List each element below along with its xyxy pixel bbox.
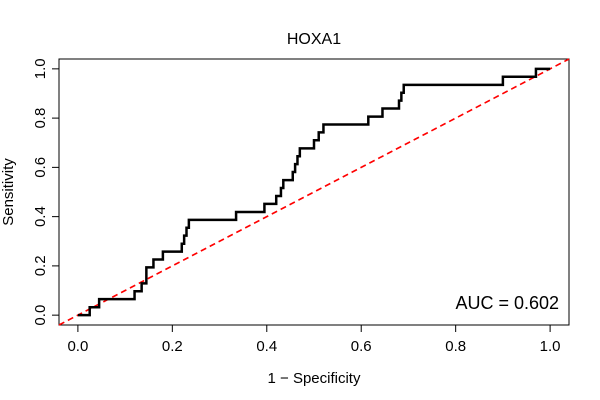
- y-tick-label: 0.6: [32, 157, 49, 178]
- y-tick-label: 0.2: [32, 255, 49, 276]
- y-tick-label: 1.0: [32, 58, 49, 79]
- chart-title: HOXA1: [287, 31, 341, 48]
- x-tick-label: 0.8: [445, 338, 466, 355]
- x-tick-label: 0.0: [67, 338, 88, 355]
- plot-frame: [58, 58, 570, 326]
- y-axis-title: Sensitivity: [0, 158, 17, 226]
- y-tick-label: 0.8: [32, 108, 49, 129]
- x-axis: 0.0 0.2 0.4 0.6 0.8 1.0: [67, 324, 561, 355]
- reference-diagonal-line: [58, 58, 570, 326]
- x-axis-title: 1 − Specificity: [268, 370, 361, 387]
- series-layer: [58, 58, 570, 326]
- y-tick-label: 0.4: [32, 206, 49, 227]
- y-axis: 0.0 0.2 0.4 0.6 0.8 1.0: [32, 58, 60, 326]
- x-tick-label: 0.4: [256, 338, 277, 355]
- x-tick-label: 1.0: [540, 338, 561, 355]
- roc-curve-line: [77, 67, 551, 317]
- y-tick-label: 0.0: [32, 305, 49, 326]
- auc-annotation: AUC = 0.602: [455, 293, 559, 313]
- x-tick-label: 0.2: [162, 338, 183, 355]
- x-tick-label: 0.6: [351, 338, 372, 355]
